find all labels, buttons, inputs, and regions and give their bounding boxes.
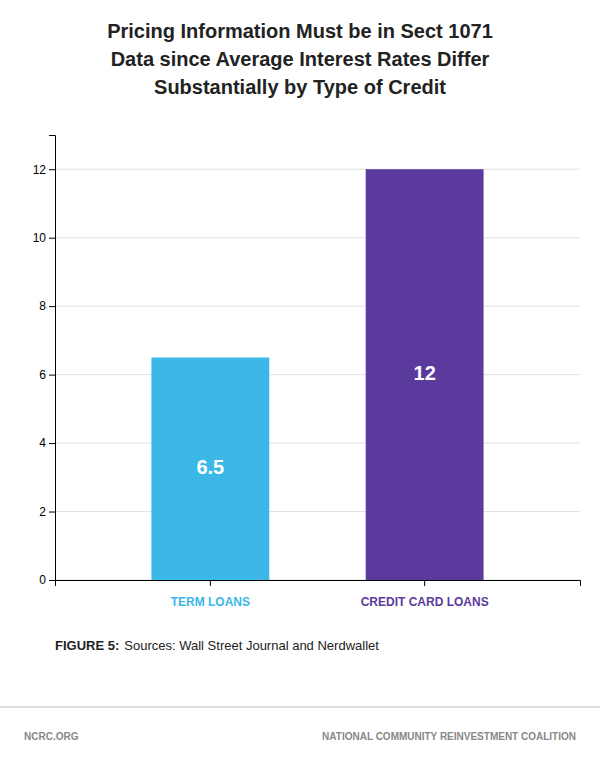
y-tick-mark xyxy=(49,580,55,581)
y-tick: 0 xyxy=(39,573,55,587)
y-tick-mark xyxy=(49,375,55,376)
title-line: Pricing Information Must be in Sect 1071 xyxy=(107,20,493,42)
grid-line xyxy=(55,374,580,375)
y-tick-mark xyxy=(49,169,55,170)
y-tick-mark xyxy=(49,238,55,239)
bar xyxy=(366,169,484,580)
y-tick: 4 xyxy=(39,436,55,450)
bar xyxy=(151,358,269,581)
x-tick-mark xyxy=(424,580,425,586)
x-tick: TERM LOANS xyxy=(171,580,250,609)
grid-line xyxy=(55,169,580,170)
grid xyxy=(55,169,580,580)
y-tick-mark xyxy=(49,306,55,307)
y-tick: 8 xyxy=(39,299,55,313)
x-tick-label: CREDIT CARD LOANS xyxy=(361,595,489,609)
x-axis: TERM LOANS CREDIT CARD LOANS xyxy=(56,580,581,609)
y-tick-label: 6 xyxy=(39,368,46,382)
data-label: 6.5 xyxy=(196,456,224,478)
bars xyxy=(151,169,483,580)
caption-bold: FIGURE 5: xyxy=(55,638,119,653)
y-tick-label: 2 xyxy=(39,505,46,519)
y-tick: 10 xyxy=(33,231,55,245)
y-tick-mark xyxy=(49,443,55,444)
footer-right: NATIONAL COMMUNITY REINVESTMENT COALITIO… xyxy=(322,731,576,742)
caption-text: Sources: Wall Street Journal and Nerdwal… xyxy=(124,638,379,653)
x-tick-mark xyxy=(210,580,211,586)
grid-line xyxy=(55,511,580,512)
title-line: Data since Average Interest Rates Differ xyxy=(111,48,490,70)
axis-line xyxy=(49,136,56,581)
y-axis: 0 2 4 6 8 10 12 xyxy=(33,136,56,588)
title-line: Substantially by Type of Credit xyxy=(154,76,446,98)
x-tick: CREDIT CARD LOANS xyxy=(361,580,489,609)
y-tick: 2 xyxy=(39,505,55,519)
y-tick: 12 xyxy=(33,163,55,177)
data-label: 12 xyxy=(414,362,436,384)
title: Pricing Information Must be in Sect 1071… xyxy=(107,20,493,98)
y-tick-label: 12 xyxy=(33,163,47,177)
grid-line xyxy=(55,237,580,238)
y-tick-label: 4 xyxy=(39,436,46,450)
chart: Pricing Information Must be in Sect 1071… xyxy=(0,0,600,764)
y-tick-label: 10 xyxy=(33,231,47,245)
x-tick-label: TERM LOANS xyxy=(171,595,250,609)
grid-line xyxy=(55,443,580,444)
footer-left: NCRC.ORG xyxy=(24,731,79,742)
grid-line xyxy=(55,306,580,307)
y-tick: 6 xyxy=(39,368,55,382)
y-tick-mark xyxy=(49,512,55,513)
footer-rule xyxy=(0,707,600,708)
y-tick-label: 0 xyxy=(39,573,46,587)
data-labels: 6.5 12 xyxy=(196,362,435,478)
axis-line xyxy=(56,581,581,587)
caption: FIGURE 5: Sources: Wall Street Journal an… xyxy=(55,638,379,653)
y-tick-label: 8 xyxy=(39,299,46,313)
